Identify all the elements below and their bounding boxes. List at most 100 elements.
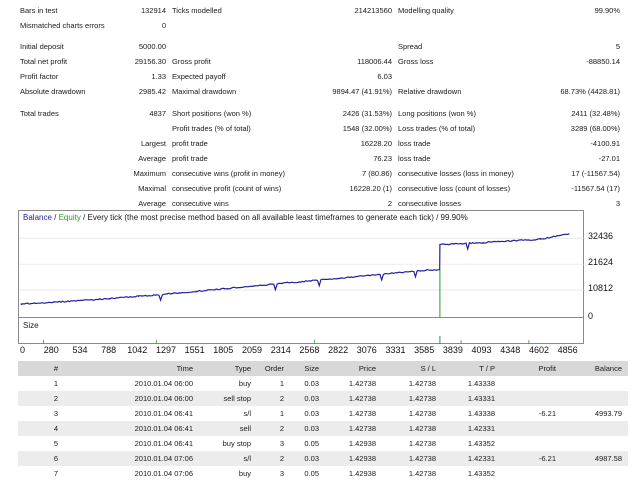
- report-value: 5: [615, 42, 620, 51]
- x-tick-label: 3839: [442, 345, 463, 355]
- report-label: Mismatched charts errors: [20, 21, 105, 30]
- table-cell: 0.05: [304, 469, 319, 478]
- table-cell: sell: [239, 424, 251, 433]
- size-panel: Size: [18, 318, 584, 344]
- report-value: 0: [161, 21, 166, 30]
- balance-point: [511, 240, 513, 242]
- balance-point: [195, 290, 197, 292]
- report-value: 1548 (32.00%): [342, 124, 392, 133]
- x-tick-label: 2059: [241, 345, 262, 355]
- chart-title: Balance / Equity / Every tick (the most …: [23, 213, 468, 222]
- report-label: Spread: [398, 42, 423, 51]
- table-header-cell: Time: [176, 364, 193, 373]
- y-tick-label-zero: 0: [588, 311, 594, 321]
- report-value: -88850.14: [586, 57, 620, 66]
- report-value: 2: [387, 199, 392, 208]
- report-label: Modelling quality: [398, 6, 454, 15]
- balance-point: [338, 277, 341, 279]
- chart-title-equity: Equity: [58, 213, 81, 222]
- size-panel-label: Size: [23, 321, 39, 330]
- table-row[interactable]: 2 2010.01.04 06:00 sell stop 2 0.03 1.42738 1.…: [18, 391, 628, 406]
- y-tick-label: 10812: [588, 283, 614, 294]
- table-cell: 0.05: [304, 439, 319, 448]
- table-row[interactable]: 6 2010.01.04 07:06 s/l 2 0.03 1.42938 1.42738 1…: [18, 451, 628, 466]
- table-row[interactable]: 3 2010.01.04 06:41 s/l 1 0.03 1.42738 1.42738 1…: [18, 406, 628, 421]
- y-tick-label: 21624: [588, 257, 614, 268]
- balance-point: [453, 243, 455, 245]
- balance-point: [424, 269, 427, 271]
- x-tick-label: 2314: [270, 345, 291, 355]
- table-cell: 1.42738: [408, 439, 436, 448]
- x-tick-label: 788: [101, 345, 117, 355]
- table-header-cell: Price: [358, 364, 376, 373]
- report-value: 2411 (32.48%): [571, 109, 620, 118]
- table-cell: 1.42738: [348, 409, 376, 418]
- table-cell: 2: [279, 454, 284, 463]
- table-cell: 1.42738: [408, 379, 436, 388]
- report-row: Maximum consecutive wins (profit in money…: [0, 167, 640, 181]
- balance-chart-canvas: [19, 233, 585, 317]
- x-tick-label: 4602: [528, 345, 549, 355]
- report-value: 4837: [149, 109, 166, 118]
- report-value: 99.90%: [594, 6, 620, 15]
- table-cell: buy: [238, 379, 251, 388]
- table-cell: 7: [53, 469, 58, 478]
- table-row[interactable]: 5 2010.01.04 06:41 buy stop 3 0.05 1.42938 1.4…: [18, 436, 628, 451]
- table-cell: 5: [53, 439, 58, 448]
- table-header-cell: Profit: [538, 364, 556, 373]
- x-tick-label: 534: [72, 345, 88, 355]
- report-label: Bars in test: [20, 6, 58, 15]
- table-row[interactable]: 4 2010.01.04 06:41 sell 2 0.03 1.42738 1.42738…: [18, 421, 628, 436]
- table-row[interactable]: 1 2010.01.04 06:00 buy 1 0.03 1.42738 1.42738 1…: [18, 376, 628, 391]
- table-cell: 1.42938: [348, 469, 376, 478]
- report-value: -11567.54 (17): [571, 184, 620, 193]
- report-label: Initial deposit: [20, 42, 64, 51]
- table-cell: 4: [53, 424, 58, 433]
- x-tick-label: 3331: [385, 345, 406, 355]
- table-cell: 2010.01.04 06:00: [134, 379, 193, 388]
- x-axis-labels: 0 280 534 788 1042 1297 1551 1805 2059 2314 2568 28…: [0, 344, 640, 356]
- report-row: Largest profit trade 16228.20 loss trade -41…: [0, 137, 640, 151]
- report-value: 16228.20: [360, 139, 392, 148]
- table-cell: 1: [279, 379, 284, 388]
- report-value: 214213560: [354, 6, 392, 15]
- x-tick-label: 2822: [328, 345, 349, 355]
- report-label: consecutive losses (loss in money): [398, 169, 514, 178]
- report-value: 118006.44: [357, 57, 392, 66]
- table-cell: 1.43352: [467, 439, 495, 448]
- chart-title-rest: / Every tick (the most precise method ba…: [80, 213, 468, 222]
- report-row: Profit trades (% of total) 1548 (32.00%) L…: [0, 122, 640, 136]
- report-label: Total net profit: [20, 57, 68, 66]
- report-value: 68.73% (4428.81): [560, 87, 620, 96]
- report-label: loss trade: [398, 154, 431, 163]
- report-row: Total net profit 29156.30 Gross profit 1180…: [0, 55, 640, 69]
- table-cell: 1.42738: [408, 409, 436, 418]
- report-row: Bars in test 132914 Ticks modelled 21421356…: [0, 4, 640, 18]
- balance-point: [367, 274, 369, 277]
- table-cell: 2010.01.04 06:41: [134, 439, 193, 448]
- table-cell: 0.03: [304, 409, 319, 418]
- x-tick-label: 3585: [414, 345, 435, 355]
- table-cell: 1.42738: [348, 424, 376, 433]
- report-label: consecutive wins (profit in money): [172, 169, 285, 178]
- balance-point: [396, 272, 398, 274]
- x-tick-label: 1805: [213, 345, 234, 355]
- table-header-cell: S / L: [420, 364, 436, 373]
- trades-table: # Time Type Order Size Price S / L T / P Profit B…: [18, 361, 628, 480]
- x-tick-label: 280: [43, 345, 59, 355]
- x-tick-label: 1551: [184, 345, 205, 355]
- report-label: Maximal: [138, 184, 166, 193]
- table-cell: 1.43352: [467, 469, 495, 478]
- report-row: Profit factor 1.33 Expected payoff 6.03: [0, 70, 640, 84]
- report-label: Average: [138, 154, 166, 163]
- table-cell: 0.03: [304, 394, 319, 403]
- table-cell: 6: [53, 454, 58, 463]
- table-row[interactable]: 7 2010.01.04 07:06 buy 3 0.05 1.42938 1.42738 1…: [18, 466, 628, 480]
- report-label: Loss trades (% of total): [398, 124, 476, 133]
- table-cell: s/l: [243, 454, 252, 463]
- table-cell: 1.42738: [408, 424, 436, 433]
- table-cell: 1.42938: [348, 454, 376, 463]
- report-value: 1.33: [151, 72, 166, 81]
- report-row: Average profit trade 76.23 loss trade -27.01: [0, 152, 640, 166]
- report-row: Mismatched charts errors 0: [0, 19, 640, 33]
